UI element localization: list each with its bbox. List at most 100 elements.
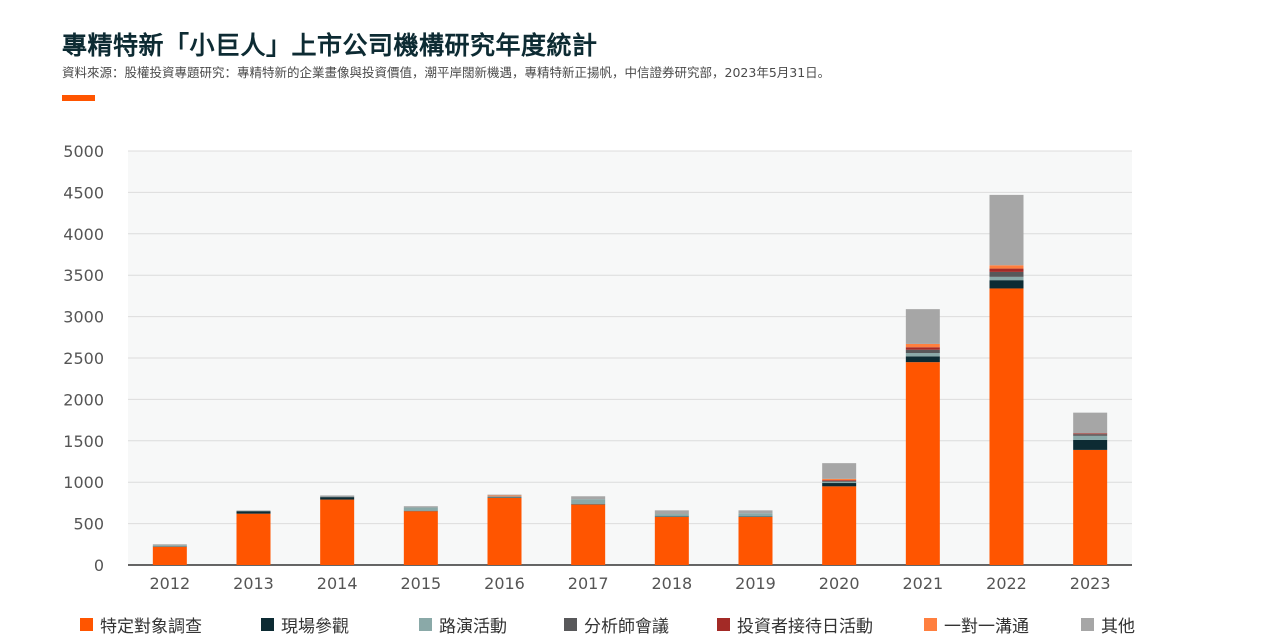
bar-segment-2013-s0 <box>236 513 271 565</box>
chart-title: 專精特新「小巨人」上市公司機構研究年度統計 <box>62 31 598 60</box>
legend: 特定對象調查 現場參觀 路演活動 分析師會議 投資者接待日活動 一對一溝通 其他 <box>80 612 1180 637</box>
y-tick-label: 2500 <box>63 349 104 368</box>
legend-swatch <box>419 618 432 631</box>
y-tick-label: 5000 <box>63 142 104 161</box>
y-axis: 0 500 1000 1500 2000 2500 3000 3500 4000 4500 5000 <box>63 142 104 575</box>
accent-bar <box>62 95 95 101</box>
bar-segment-2019-s6 <box>738 510 773 514</box>
legend-item: 特定對象調查 <box>80 612 202 637</box>
bar-segment-2021-s0 <box>905 362 940 565</box>
bar-segment-2012-s0 <box>152 546 187 565</box>
bar-segment-2016-s2 <box>487 496 522 498</box>
bar-segment-2016-s5 <box>487 495 522 497</box>
x-tick-label: 2012 <box>149 574 190 593</box>
bar-segment-2021-s1 <box>905 356 940 363</box>
bar-segment-2018-s0 <box>654 516 689 565</box>
bar-segment-2022-s6 <box>989 194 1024 266</box>
legend-label: 投資者接待日活動 <box>737 617 873 637</box>
stacked-bar-chart: 0 500 1000 1500 2000 2500 3000 3500 4000 4500 5000… <box>63 142 1132 593</box>
bar-segment-2018-s6 <box>654 510 689 515</box>
legend-label: 特定對象調查 <box>100 617 202 637</box>
legend-swatch <box>564 618 577 631</box>
bar-segment-2022-s0 <box>989 288 1024 565</box>
x-tick-label: 2021 <box>902 574 943 593</box>
legend-item: 投資者接待日活動 <box>717 612 873 637</box>
legend-item: 路演活動 <box>419 612 507 637</box>
bar-segment-2023-s0 <box>1073 449 1108 565</box>
y-tick-label: 3000 <box>63 308 104 327</box>
bar-segment-2015-s2 <box>403 507 438 511</box>
bar-segment-2014-s0 <box>320 499 355 565</box>
x-tick-label: 2013 <box>233 574 274 593</box>
y-tick-label: 4500 <box>63 183 104 202</box>
bar-segment-2017-s0 <box>571 504 606 565</box>
y-tick-label: 4000 <box>63 225 104 244</box>
bar-segment-2021-s3 <box>905 349 940 354</box>
bar-segment-2015-s6 <box>403 506 438 508</box>
bar-segment-2012-s6 <box>152 544 187 546</box>
bar-segment-2022-s4 <box>989 268 1024 272</box>
bar-segment-2022-s1 <box>989 280 1024 289</box>
bar-segment-2017-s2 <box>571 499 606 505</box>
bar-segment-2020-s4 <box>822 480 857 481</box>
bar-segment-2020-s2 <box>822 481 857 484</box>
x-tick-label: 2019 <box>735 574 776 593</box>
gridlines <box>128 150 1132 566</box>
x-tick-label: 2016 <box>484 574 525 593</box>
bar-segment-2019-s2 <box>738 513 773 517</box>
y-tick-label: 2000 <box>63 390 104 409</box>
y-tick-label: 1500 <box>63 432 104 451</box>
legend-swatch <box>924 618 937 631</box>
legend-item: 現場參觀 <box>261 612 349 637</box>
bar-segment-2021-s6 <box>905 309 940 344</box>
bar-segment-2020-s1 <box>822 483 857 487</box>
legend-label: 路演活動 <box>439 617 507 637</box>
legend-label: 其他 <box>1101 617 1135 637</box>
x-tick-label: 2018 <box>651 574 692 593</box>
bar-segment-2015-s0 <box>403 511 438 565</box>
bar-segment-2023-s2 <box>1073 435 1108 440</box>
legend-item: 其他 <box>1081 612 1135 637</box>
bar-segment-2022-s3 <box>989 271 1024 277</box>
bar-segment-2018-s2 <box>654 514 689 517</box>
bar-segment-2022-s5 <box>989 265 1024 269</box>
bar-segment-2023-s1 <box>1073 439 1108 450</box>
x-tick-label: 2022 <box>986 574 1027 593</box>
legend-swatch <box>80 618 93 631</box>
bar-segment-2016-s0 <box>487 497 522 565</box>
legend-item: 一對一溝通 <box>924 612 1029 637</box>
bar-segment-2020-s3 <box>822 480 857 482</box>
bar-segment-2023-s3 <box>1073 434 1108 436</box>
bar-segment-2021-s4 <box>905 347 940 350</box>
bar-segment-2012-s2 <box>152 545 187 547</box>
y-tick-label: 3500 <box>63 266 104 285</box>
x-tick-label: 2020 <box>819 574 860 593</box>
y-tick-label: 500 <box>73 515 104 534</box>
bar-segment-2016-s6 <box>487 494 522 496</box>
bar-segment-2021-s2 <box>905 353 940 357</box>
legend-label: 分析師會議 <box>584 617 669 637</box>
bar-segment-2020-s0 <box>822 486 857 565</box>
legend-label: 現場參觀 <box>281 617 349 637</box>
legend-label: 一對一溝通 <box>944 617 1029 637</box>
bar-segment-2023-s4 <box>1073 433 1108 435</box>
y-tick-label: 1000 <box>63 473 104 492</box>
bar-segment-2021-s5 <box>905 343 940 348</box>
bar-segment-2023-s6 <box>1073 412 1108 434</box>
legend-swatch <box>261 618 274 631</box>
x-tick-label: 2017 <box>568 574 609 593</box>
x-axis: 2012 2013 2014 2015 2016 2017 2018 2019 2020 2021… <box>149 574 1110 593</box>
y-tick-label: 0 <box>94 556 104 575</box>
bar-segment-2013-s1 <box>236 511 271 514</box>
chart-source: 資料來源：股權投資專題研究：專精特新的企業畫像與投資價值，潮平岸闊新機遇，專精特… <box>62 65 831 80</box>
bar-segment-2020-s6 <box>822 463 857 479</box>
x-tick-label: 2023 <box>1070 574 1111 593</box>
bar-segment-2017-s6 <box>571 496 606 500</box>
bar-segment-2020-s5 <box>822 478 857 481</box>
legend-swatch <box>717 618 730 631</box>
x-tick-label: 2015 <box>400 574 441 593</box>
bars-group <box>152 194 1108 565</box>
legend-item: 分析師會議 <box>564 612 669 637</box>
bar-segment-2014-s1 <box>320 497 355 500</box>
bar-segment-2019-s0 <box>738 516 773 565</box>
